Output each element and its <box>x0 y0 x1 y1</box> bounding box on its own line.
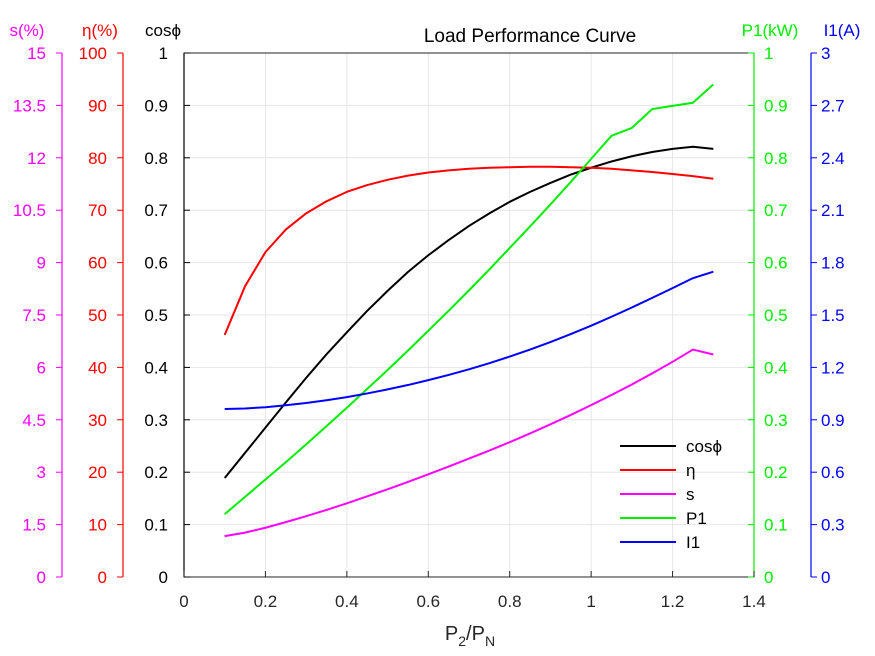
y-tick-label-cos: 0 <box>159 568 168 587</box>
y-tick-label-p1: 0.6 <box>764 254 788 273</box>
x-axis-label-sub1: 2 <box>458 633 466 649</box>
y-tick-label-eta: 50 <box>88 306 107 325</box>
y-tick-label-s: 3 <box>37 463 46 482</box>
y-tick-label-cos: 0.8 <box>144 149 168 168</box>
y-tick-label-s: 4.5 <box>22 411 46 430</box>
y-tick-label-cos: 0.6 <box>144 254 168 273</box>
y-tick-label-eta: 90 <box>88 96 107 115</box>
y-tick-label-s: 12 <box>27 149 46 168</box>
y-tick-label-p1: 0.9 <box>764 96 788 115</box>
legend: cosϕ ηs P1 I1 <box>620 437 722 552</box>
series-group <box>223 83 714 538</box>
x-tick-label: 0.8 <box>498 592 522 611</box>
series-line-eta <box>223 165 714 336</box>
y-tick-label-cos: 0.4 <box>144 358 168 377</box>
x-axis-label-sub2: N <box>485 633 495 649</box>
y-tick-label-s: 6 <box>37 358 46 377</box>
series-line-s <box>224 348 714 538</box>
y-tick-label-s: 1.5 <box>22 516 46 535</box>
series-line-p1 <box>224 83 714 515</box>
legend-label-cos: cosϕ <box>686 437 722 456</box>
y-axis-title-s: s(%) <box>10 21 45 40</box>
y-tick-label-i1: 1.2 <box>821 358 845 377</box>
y-tick-label-eta: 80 <box>88 149 107 168</box>
y-axis-p1: 0 0.1 0.2 0.3 0.4 0.5 0.6 0.7 0.8 0.9 1 P1(kW) <box>742 21 799 587</box>
legend-label-p1: P1 <box>686 509 707 528</box>
y-axis-i1: 0 0.3 0.6 0.9 1.2 1.5 1.8 2.1 2.4 2.7 3 I1(A) <box>810 21 861 587</box>
y-axis-title-eta: η(%) <box>82 21 118 40</box>
y-tick-label-cos: 0.1 <box>144 516 168 535</box>
x-axis-label-slash: /P <box>466 623 485 645</box>
y-tick-label-i1: 3 <box>821 44 830 63</box>
chart-title: Load Performance Curve <box>424 26 636 47</box>
x-tick-label: 0 <box>179 592 188 611</box>
y-tick-label-s: 13.5 <box>13 96 46 115</box>
y-tick-label-i1: 2.1 <box>821 201 845 220</box>
y-tick-label-p1: 0.8 <box>764 149 788 168</box>
y-tick-label-i1: 0.6 <box>821 463 845 482</box>
x-tick-label: 0.6 <box>416 592 440 611</box>
y-tick-label-p1: 0.2 <box>764 463 788 482</box>
y-tick-label-cos: 0.2 <box>144 463 168 482</box>
y-tick-label-eta: 60 <box>88 254 107 273</box>
legend-label-eta: η <box>686 461 695 480</box>
y-tick-label-i1: 2.7 <box>821 96 845 115</box>
y-tick-label-eta: 0 <box>98 568 107 587</box>
legend-label-s: s <box>686 485 695 504</box>
x-tick-label: 1.2 <box>661 592 685 611</box>
x-tick-label: 0.2 <box>254 592 278 611</box>
legend-label-i1: I1 <box>686 533 700 552</box>
y-axis-eta: 0 10 20 30 40 50 60 70 80 90 100 η(%) <box>79 21 124 587</box>
y-tick-label-i1: 0.9 <box>821 411 845 430</box>
y-tick-label-s: 10.5 <box>13 201 46 220</box>
y-tick-label-s: 0 <box>37 568 46 587</box>
y-tick-label-p1: 1 <box>764 44 773 63</box>
y-tick-label-cos: 1 <box>159 44 168 63</box>
y-tick-label-eta: 100 <box>79 44 107 63</box>
y-tick-label-i1: 1.5 <box>821 306 845 325</box>
y-tick-label-p1: 0.5 <box>764 306 788 325</box>
y-tick-label-s: 9 <box>37 254 46 273</box>
x-tick-label: 1.4 <box>742 592 766 611</box>
series-line-cos <box>223 145 714 479</box>
y-tick-label-eta: 20 <box>88 463 107 482</box>
y-tick-label-cos: 0.9 <box>144 96 168 115</box>
y-tick-label-p1: 0.7 <box>764 201 788 220</box>
y-axis-title-cos: cosϕ <box>145 21 181 40</box>
y-tick-label-i1: 0.3 <box>821 516 845 535</box>
y-tick-label-i1: 1.8 <box>821 254 845 273</box>
y-tick-label-i1: 2.4 <box>821 149 845 168</box>
y-tick-label-p1: 0.3 <box>764 411 788 430</box>
y-tick-label-cos: 0.5 <box>144 306 168 325</box>
y-axis-s: 0 1.5 3 4.5 6 7.5 9 10.5 12 13.5 15 s(%) <box>10 21 63 587</box>
x-tick-label: 0.4 <box>335 592 359 611</box>
y-tick-label-cos: 0.7 <box>144 201 168 220</box>
y-tick-label-s: 15 <box>27 44 46 63</box>
y-tick-label-eta: 30 <box>88 411 107 430</box>
axes-group: 01.534.567.5910.51213.515s(%)01020304050… <box>10 21 861 587</box>
x-tick-label: 1 <box>586 592 595 611</box>
y-tick-label-p1: 0 <box>764 568 773 587</box>
y-tick-label-eta: 10 <box>88 516 107 535</box>
y-tick-label-i1: 0 <box>821 568 830 587</box>
x-axis-label: P2/PN <box>445 623 495 649</box>
y-axis-title-p1: P1(kW) <box>742 21 799 40</box>
x-axis: 0 0.2 0.4 0.6 0.8 1 1.2 1.4 <box>179 571 766 611</box>
y-tick-label-eta: 70 <box>88 201 107 220</box>
y-tick-label-eta: 40 <box>88 358 107 377</box>
series-line-i1 <box>224 270 714 410</box>
y-axis-title-i1: I1(A) <box>824 21 861 40</box>
y-tick-label-cos: 0.3 <box>144 411 168 430</box>
x-axis-label-main: P <box>445 623 458 645</box>
y-tick-label-p1: 0.1 <box>764 516 788 535</box>
y-tick-label-s: 7.5 <box>22 306 46 325</box>
y-axis-cos: 0 0.1 0.2 0.3 0.4 0.5 0.6 0.7 0.8 0.9 1 cosϕ <box>144 21 190 587</box>
y-tick-label-p1: 0.4 <box>764 358 788 377</box>
